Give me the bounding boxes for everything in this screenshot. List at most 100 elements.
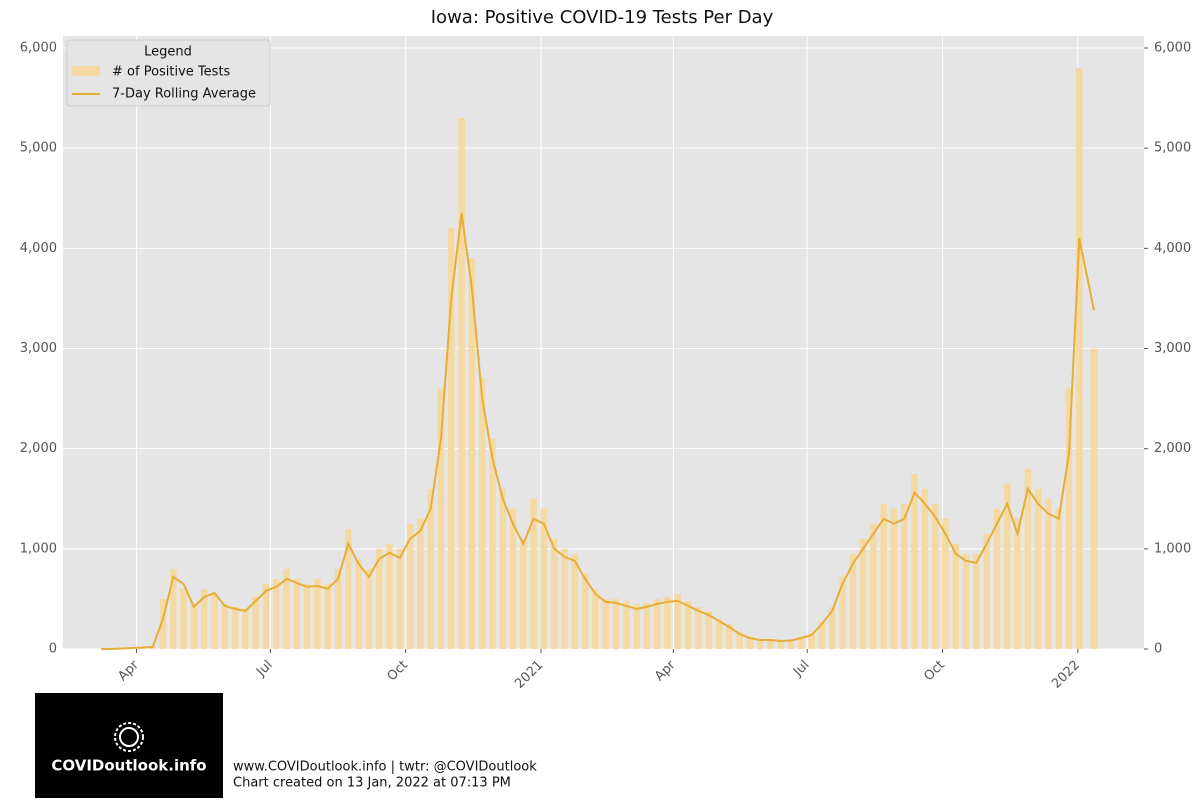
bar [931, 503, 939, 649]
bar [170, 568, 177, 649]
x-tick-label: 2022 [1049, 658, 1083, 692]
bar [365, 568, 373, 649]
bar [386, 543, 393, 649]
bar [623, 600, 630, 649]
bar [211, 593, 218, 649]
bar [1003, 483, 1011, 649]
bar [283, 568, 290, 649]
bar [1055, 508, 1062, 649]
bar [1034, 488, 1042, 649]
bar [705, 610, 712, 649]
legend-label: 7-Day Rolling Average [112, 87, 256, 102]
bar [180, 588, 187, 649]
bar [314, 578, 321, 649]
bar [437, 388, 445, 649]
bar [375, 548, 383, 649]
bar [581, 573, 589, 649]
bar [592, 588, 599, 649]
bar [674, 593, 682, 649]
bar [725, 623, 733, 649]
legend-label: # of Positive Tests [112, 65, 231, 80]
bar [406, 523, 414, 649]
bar [334, 568, 342, 649]
bar [818, 620, 826, 649]
x-tick-label: Jul [253, 658, 275, 680]
bar [478, 378, 486, 649]
bar [849, 553, 857, 649]
legend-title: Legend [144, 45, 192, 60]
bar [767, 638, 774, 649]
bar [695, 606, 702, 649]
bar [973, 553, 980, 649]
bar [715, 618, 723, 649]
bar [468, 258, 476, 649]
bar [273, 578, 280, 649]
bar [458, 118, 465, 650]
y2-tick-label: 5,000 [1154, 141, 1191, 156]
bar [324, 583, 331, 649]
bar [808, 632, 815, 649]
bar [612, 598, 620, 649]
bar [890, 508, 898, 649]
bar [664, 596, 671, 649]
bar [571, 553, 579, 649]
bar [499, 488, 507, 649]
logo-icon [114, 722, 144, 752]
bar [550, 538, 558, 649]
footer-text: www.COVIDoutlook.info | twtr: @COVIDoutl… [233, 760, 537, 775]
y2-tick-label: 0 [1154, 642, 1162, 657]
bar [561, 548, 568, 649]
bar [746, 636, 754, 649]
bar [396, 548, 404, 649]
plot-area [63, 36, 1144, 649]
bar [242, 608, 249, 649]
y-tick-label: 1,000 [20, 541, 57, 556]
bar [1065, 388, 1073, 649]
x-tick-label: Oct [384, 658, 411, 685]
bar [221, 603, 229, 649]
bar [509, 508, 517, 649]
chart-title: Iowa: Positive COVID-19 Tests Per Day [431, 7, 774, 28]
bar [530, 498, 537, 649]
logo-text: COVIDoutlook.info [51, 757, 206, 775]
bar [901, 503, 908, 649]
bar [602, 598, 609, 649]
y-tick-label: 3,000 [20, 341, 57, 356]
bar [828, 606, 836, 649]
bar [1045, 498, 1052, 649]
bar [736, 631, 743, 649]
bar [880, 503, 887, 649]
bar [190, 603, 198, 649]
bar [200, 588, 208, 649]
footer-text: Chart created on 13 Jan, 2022 at 07:13 P… [233, 776, 511, 791]
bar [870, 523, 877, 649]
logo-icon [119, 727, 139, 747]
x-tick-label: Oct [921, 658, 948, 685]
bar [417, 518, 424, 649]
bar [520, 538, 527, 649]
bar [540, 508, 548, 649]
y-tick-label: 2,000 [20, 441, 57, 456]
y2-tick-label: 3,000 [1154, 341, 1191, 356]
bar [952, 543, 959, 649]
x-tick-label: Jul [790, 658, 812, 680]
legend-swatch [72, 66, 100, 76]
bar [159, 598, 167, 649]
bar [942, 518, 949, 649]
x-tick-label: Apr [652, 657, 679, 684]
y-tick-label: 0 [49, 642, 57, 657]
y-tick-label: 6,000 [20, 41, 57, 56]
bar [643, 602, 651, 649]
bar [448, 228, 455, 649]
bar [777, 639, 784, 649]
bar [252, 596, 259, 649]
bar [993, 508, 1001, 649]
line [101, 213, 1095, 650]
y2-tick-label: 6,000 [1154, 41, 1191, 56]
bar [427, 488, 434, 649]
bar [355, 558, 362, 649]
bar [684, 600, 692, 649]
bar [293, 578, 301, 649]
bar [345, 528, 352, 649]
